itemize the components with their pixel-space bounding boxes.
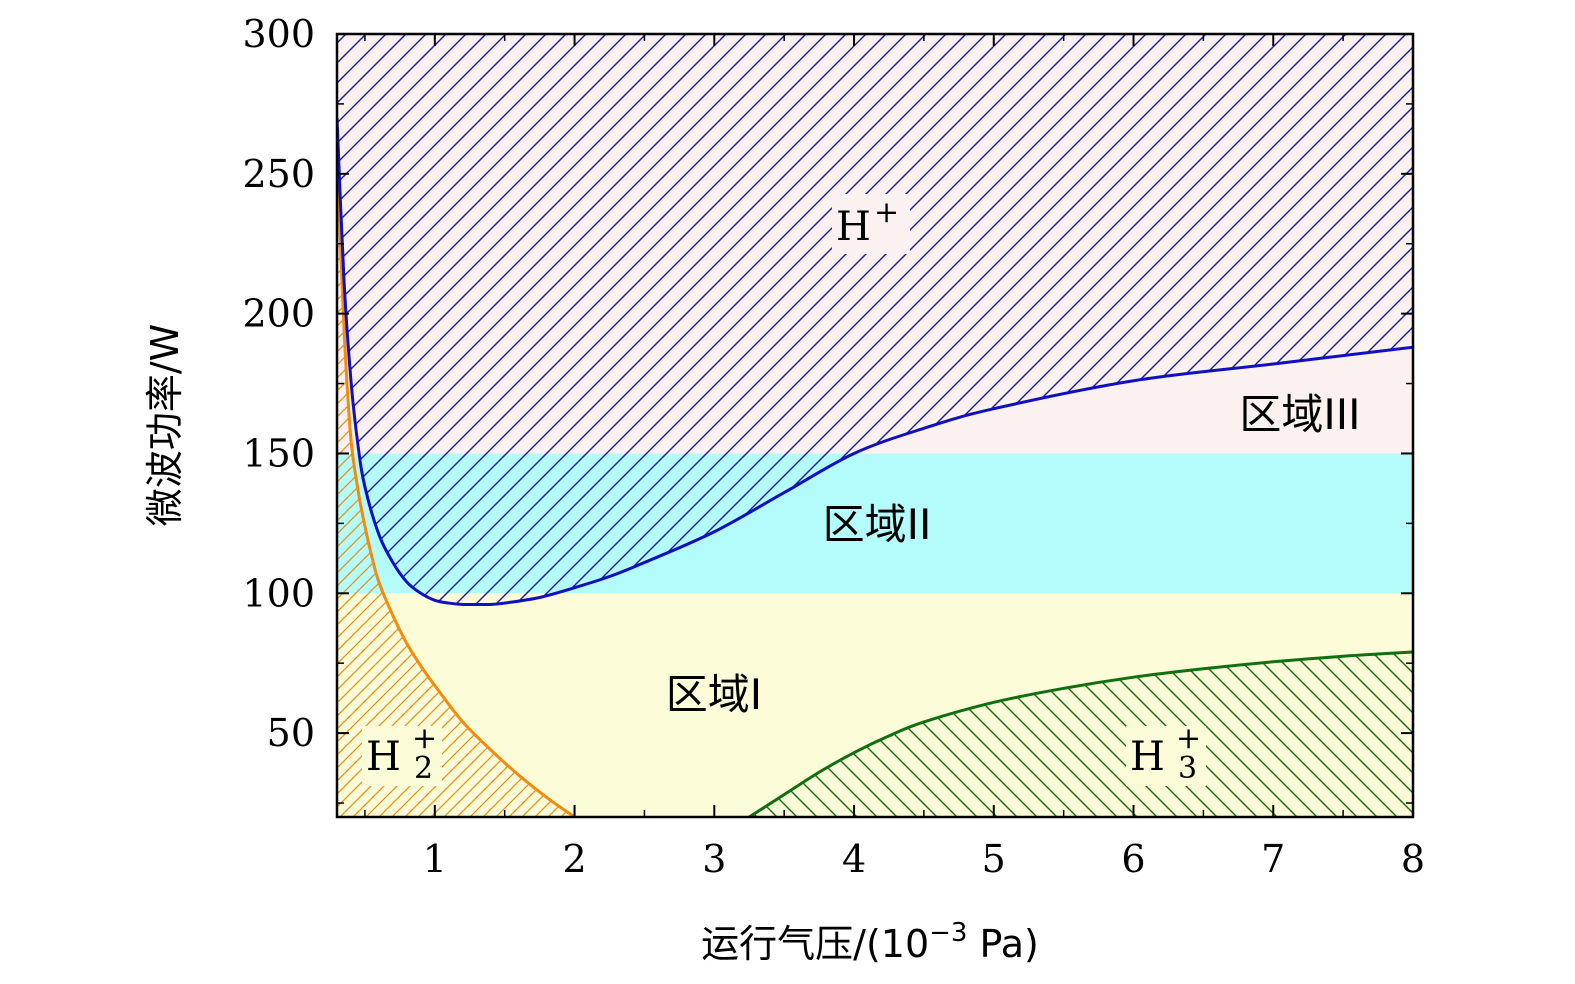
region-label-ii: 区域II xyxy=(823,500,932,549)
ion-label-h2-plus: H + 2 xyxy=(362,721,442,786)
x-tick-label-2: 2 xyxy=(562,837,586,881)
y-tick-label-250: 250 xyxy=(242,152,315,196)
y-tick-label-200: 200 xyxy=(242,292,315,336)
y-tick-label-50: 50 xyxy=(267,711,315,755)
line-h-plus xyxy=(337,117,1413,607)
x-tick-label-1: 1 xyxy=(423,837,447,881)
plot-frame xyxy=(335,32,1415,819)
svg-text:3: 3 xyxy=(1178,751,1197,786)
x-tick-label-5: 5 xyxy=(982,837,1006,881)
hatch-region-h-plus xyxy=(337,34,1413,605)
ion-label-h-plus: H + xyxy=(832,194,910,254)
svg-text:2: 2 xyxy=(414,751,433,786)
hatch-region-h3-plus xyxy=(749,652,1413,817)
x-axis-title: 运行气压/(10−3 Pa) xyxy=(701,918,1039,966)
svg-text:+: + xyxy=(1176,721,1201,756)
y-tick-label-150: 150 xyxy=(242,431,315,475)
x-tick-label-3: 3 xyxy=(702,837,726,881)
svg-text:H: H xyxy=(836,204,871,250)
x-tick-label-6: 6 xyxy=(1121,837,1145,881)
x-tick-label-8: 8 xyxy=(1401,837,1425,881)
hatch-region-h2-plus xyxy=(337,151,575,817)
line-h3-plus xyxy=(748,650,1413,817)
svg-text:H: H xyxy=(1130,734,1165,780)
region-label-i: 区域I xyxy=(666,670,762,719)
y-tick-label-300: 300 xyxy=(242,12,315,56)
y-axis-title: 微波功率/W xyxy=(143,324,187,526)
x-tick-label-4: 4 xyxy=(842,837,866,881)
region-label-iii: 区域III xyxy=(1239,390,1360,439)
svg-text:+: + xyxy=(874,195,899,230)
y-tick-label-100: 100 xyxy=(242,571,315,615)
x-tick-label-7: 7 xyxy=(1261,837,1285,881)
ion-label-h3-plus: H + 3 xyxy=(1126,721,1206,786)
svg-text:H: H xyxy=(366,734,401,780)
line-h2-plus xyxy=(337,151,576,817)
svg-text:+: + xyxy=(412,721,437,756)
